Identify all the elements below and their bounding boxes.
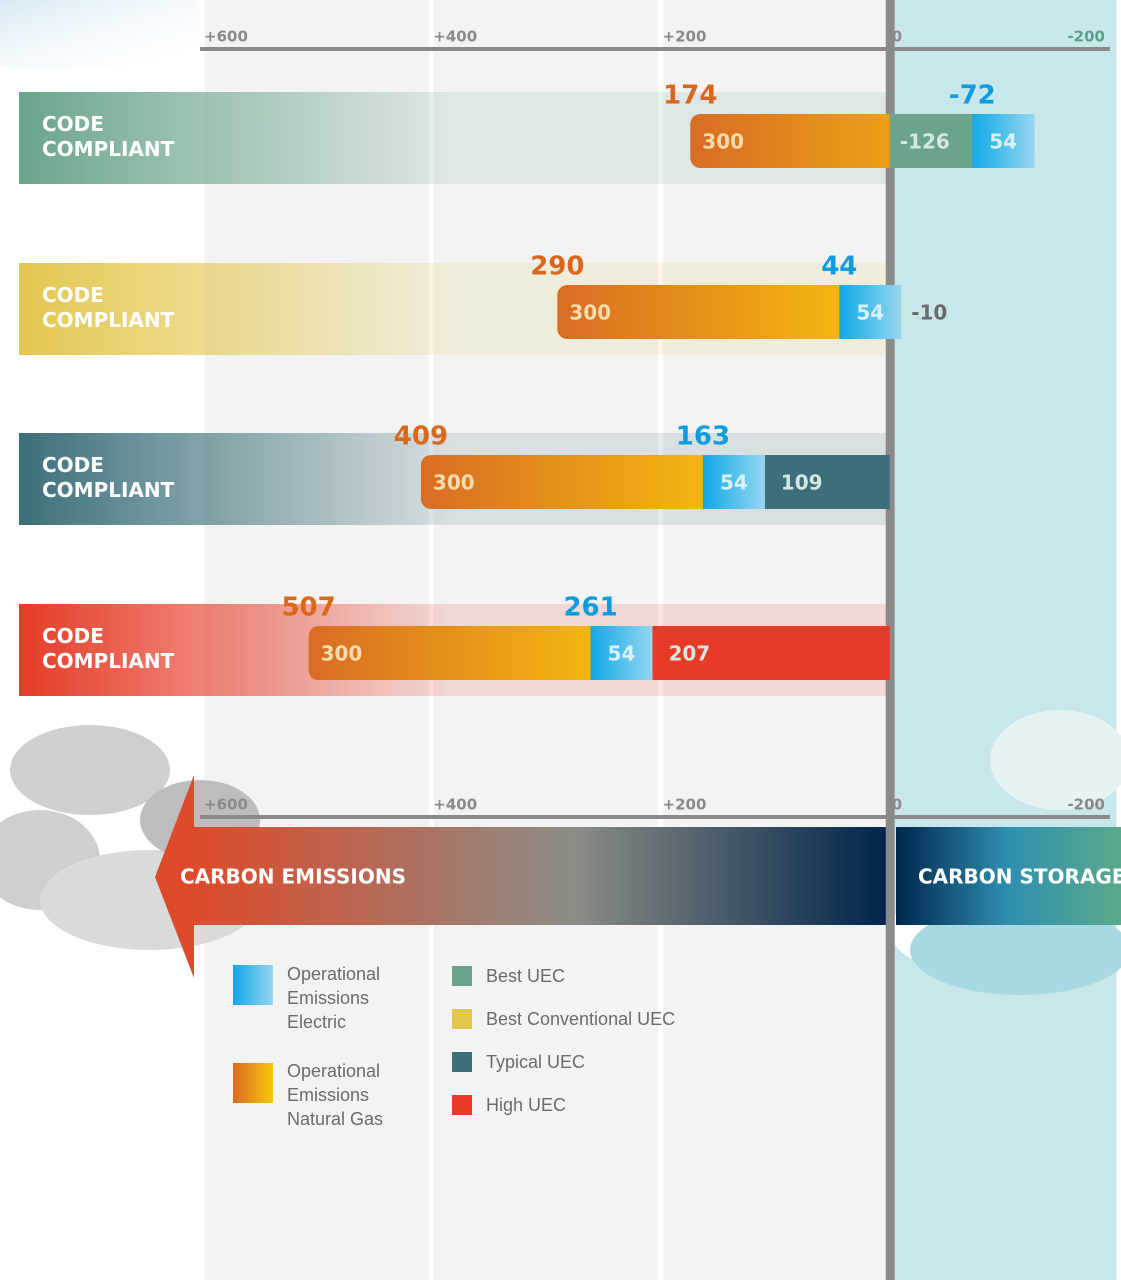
gas-value-label: 300 [702, 130, 744, 154]
legend-swatch [452, 1052, 472, 1072]
electric-value-label: 54 [608, 642, 636, 666]
x-tick-label: +400 [433, 796, 477, 814]
x-tick-label: -200 [1067, 796, 1105, 814]
storage-label: CARBON STORAGE [918, 865, 1121, 889]
x-tick-label: +600 [204, 796, 248, 814]
emissions-label: CARBON EMISSIONS [180, 865, 406, 889]
electric-value-label: 54 [720, 471, 748, 495]
legend-swatch [233, 965, 273, 1005]
gas-value-label: 300 [321, 642, 363, 666]
legend-swatch [452, 1009, 472, 1029]
x-tick-label: -200 [1067, 28, 1105, 46]
legend-label: Operational Emissions Natural Gas [287, 1059, 397, 1131]
legend-label: High UEC [486, 1093, 566, 1117]
legend-swatch [233, 1063, 273, 1103]
electric-total-label: 44 [821, 252, 857, 282]
legend-label: Best UEC [486, 964, 565, 988]
legend-label: Best Conventional UEC [486, 1007, 675, 1031]
gas-value-label: 300 [433, 471, 475, 495]
uec-value-label: 109 [781, 471, 823, 495]
x-tick-label: +400 [433, 28, 477, 46]
electric-total-label: -72 [949, 81, 996, 111]
x-tick-label: +600 [204, 28, 248, 46]
electric-value-label: 54 [989, 130, 1017, 154]
page: CARBON EMISSIONS CARBON STORAGE +600 +600… [0, 0, 1121, 1280]
gas-total-label: 409 [394, 422, 448, 452]
electric-total-label: 261 [563, 593, 617, 623]
uec-value-label: -10 [911, 301, 947, 325]
uec-value-label: -126 [900, 130, 950, 154]
electric-total-label: 163 [676, 422, 730, 452]
x-tick-label: 0 [892, 796, 902, 814]
row-label: CODE COMPLIANT [42, 283, 192, 333]
legend-swatch [452, 1095, 472, 1115]
cloud [10, 725, 170, 815]
legend-label: Typical UEC [486, 1050, 585, 1074]
legend-label: Operational Emissions Electric [287, 962, 397, 1034]
gas-total-label: 174 [663, 81, 717, 111]
row-label: CODE COMPLIANT [42, 112, 192, 162]
storage-background [895, 0, 1117, 1280]
x-tick-label: +200 [663, 28, 707, 46]
row-label: CODE COMPLIANT [42, 624, 192, 674]
electric-value-label: 54 [856, 301, 884, 325]
gas-total-label: 290 [530, 252, 584, 282]
x-tick-label: 0 [892, 28, 902, 46]
x-tick-label: +200 [663, 796, 707, 814]
legend-swatch [452, 966, 472, 986]
gas-value-label: 300 [569, 301, 611, 325]
row-label: CODE COMPLIANT [42, 453, 192, 503]
gas-total-label: 507 [281, 593, 335, 623]
uec-value-label: 207 [668, 642, 710, 666]
sky [0, 0, 210, 70]
